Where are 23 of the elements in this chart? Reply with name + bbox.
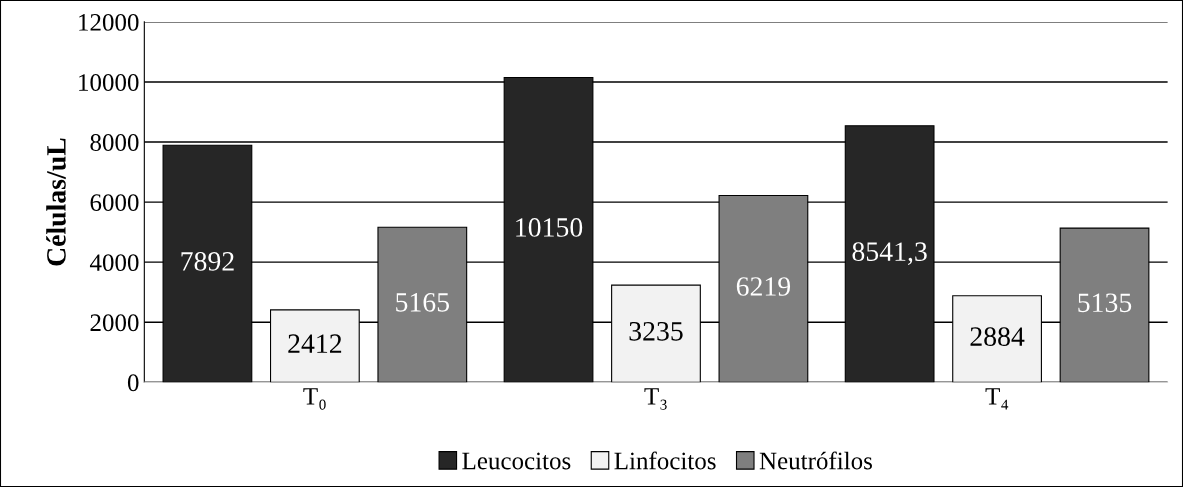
data-label: 5165 [396, 293, 450, 312]
data-label: 3235 [629, 322, 683, 341]
y-tick-label: 4000 [89, 254, 139, 272]
y-tick-label: 6000 [90, 194, 139, 212]
x-tick-label: T₄ [985, 388, 1009, 410]
y-tick-label: 8000 [90, 134, 139, 151]
y-tick-label: 12000 [79, 13, 139, 31]
data-label: 2412 [288, 334, 342, 353]
data-label: 5135 [1078, 293, 1132, 313]
legend-label: Leucocitos [462, 452, 571, 470]
data-label: 2884 [970, 327, 1025, 346]
data-label: 6219 [736, 277, 791, 296]
data-label: 7892 [181, 252, 234, 271]
data-label: 10150 [516, 218, 583, 237]
y-tick-label: 0 [127, 374, 139, 392]
y-axis-title: Células/uL [46, 138, 66, 266]
y-tick-label: 2000 [90, 314, 139, 332]
legend-label: Neutrófilos [759, 451, 872, 470]
data-label: 8541,3 [852, 242, 927, 265]
x-tick-label: T₃ [644, 388, 667, 410]
legend-label: Linfocitos [614, 451, 716, 470]
y-tick-label: 10000 [79, 74, 139, 91]
x-tick-label: T₀ [303, 388, 326, 410]
